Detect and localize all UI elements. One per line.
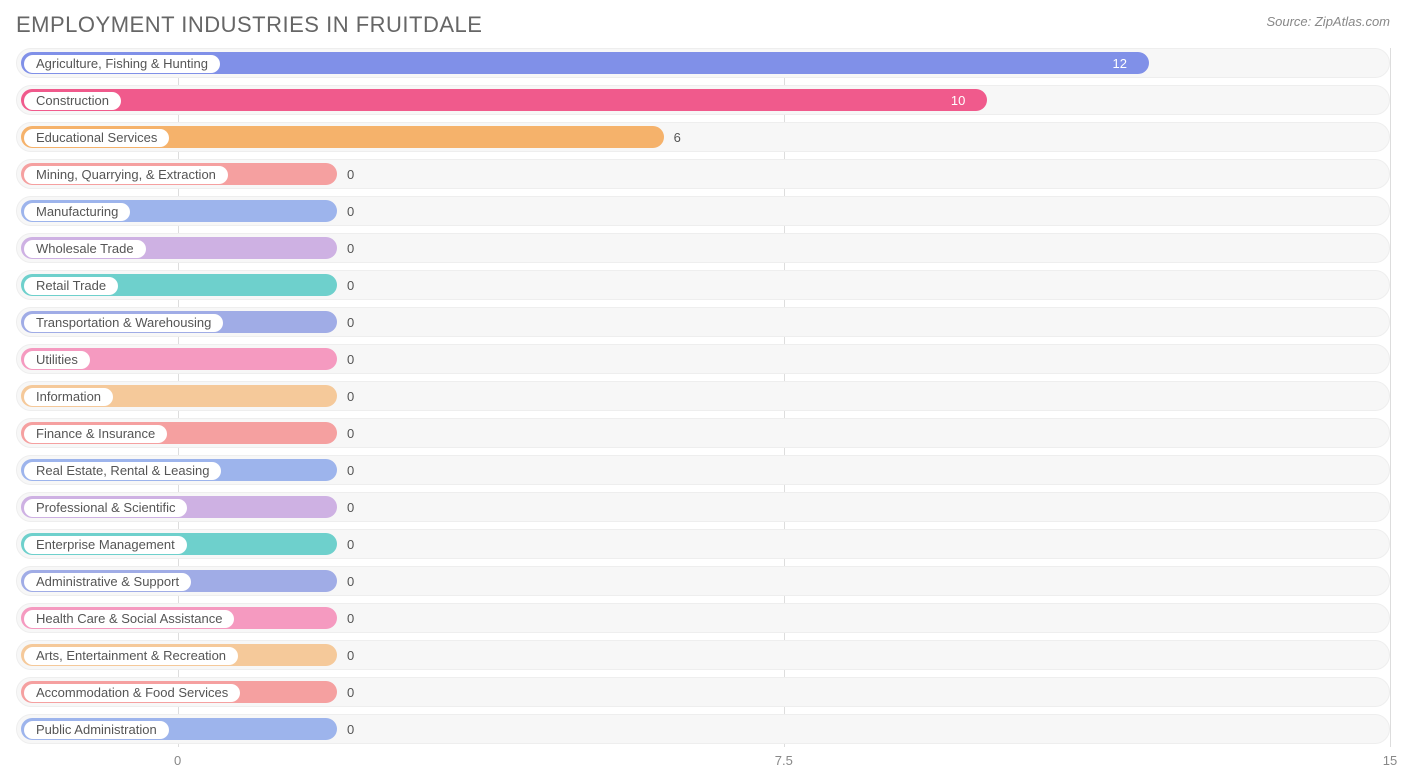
chart-header: EMPLOYMENT INDUSTRIES IN FRUITDALE Sourc…: [16, 12, 1390, 38]
bar-row: Information 0: [16, 381, 1390, 411]
x-axis: 07.515: [16, 751, 1390, 775]
bar-label: Mining, Quarrying, & Extraction: [24, 166, 228, 184]
bar-label: Finance & Insurance: [24, 425, 167, 443]
bar-label: Construction: [24, 92, 121, 110]
bar-label: Wholesale Trade: [24, 240, 146, 258]
bar-label: Health Care & Social Assistance: [24, 610, 234, 628]
bar-label: Agriculture, Fishing & Hunting: [24, 55, 220, 73]
x-tick: 15: [1383, 753, 1397, 768]
bar-row: Agriculture, Fishing & Hunting 12: [16, 48, 1390, 78]
bar-value: 0: [347, 278, 354, 293]
bar-value: 12: [1113, 56, 1127, 71]
bar-value: 0: [347, 574, 354, 589]
bar-label: Retail Trade: [24, 277, 118, 295]
bar-value: 0: [347, 611, 354, 626]
bar-value: 0: [347, 389, 354, 404]
bar-value: 0: [347, 537, 354, 552]
bar-value: 0: [347, 241, 354, 256]
bar-row: Mining, Quarrying, & Extraction 0: [16, 159, 1390, 189]
bar-label: Information: [24, 388, 113, 406]
bar-row: Educational Services 6: [16, 122, 1390, 152]
bar-value: 0: [347, 685, 354, 700]
bar-value: 0: [347, 315, 354, 330]
bar-row: Real Estate, Rental & Leasing 0: [16, 455, 1390, 485]
bar-row: Finance & Insurance 0: [16, 418, 1390, 448]
bar-label: Professional & Scientific: [24, 499, 187, 517]
bar-row: Wholesale Trade 0: [16, 233, 1390, 263]
bar-row: Construction 10: [16, 85, 1390, 115]
bar-row: Manufacturing 0: [16, 196, 1390, 226]
bar-row: Health Care & Social Assistance 0: [16, 603, 1390, 633]
bar-value: 0: [347, 352, 354, 367]
bar-label: Utilities: [24, 351, 90, 369]
bar-value: 0: [347, 463, 354, 478]
bar-value: 0: [347, 648, 354, 663]
bar-value: 0: [347, 204, 354, 219]
bar-row: Enterprise Management 0: [16, 529, 1390, 559]
chart-area: Agriculture, Fishing & Hunting 12 Construc…: [16, 48, 1390, 775]
bar-row: Administrative & Support 0: [16, 566, 1390, 596]
bar-row: Retail Trade 0: [16, 270, 1390, 300]
bar-value: 0: [347, 167, 354, 182]
bar-value: 0: [347, 426, 354, 441]
bar-label: Real Estate, Rental & Leasing: [24, 462, 221, 480]
bar-label: Administrative & Support: [24, 573, 191, 591]
bar-label: Accommodation & Food Services: [24, 684, 240, 702]
bars-container: Agriculture, Fishing & Hunting 12 Construc…: [16, 48, 1390, 744]
bar-label: Educational Services: [24, 129, 169, 147]
chart-title: EMPLOYMENT INDUSTRIES IN FRUITDALE: [16, 12, 482, 38]
bar-label: Public Administration: [24, 721, 169, 739]
bar-row: Accommodation & Food Services 0: [16, 677, 1390, 707]
x-tick: 7.5: [775, 753, 793, 768]
bar-fill: [21, 89, 987, 111]
bar-value: 6: [674, 130, 681, 145]
bar-label: Arts, Entertainment & Recreation: [24, 647, 238, 665]
bar-label: Transportation & Warehousing: [24, 314, 223, 332]
bar-row: Arts, Entertainment & Recreation 0: [16, 640, 1390, 670]
bar-value: 10: [951, 93, 965, 108]
bar-label: Enterprise Management: [24, 536, 187, 554]
bar-row: Public Administration 0: [16, 714, 1390, 744]
bar-value: 0: [347, 500, 354, 515]
bar-row: Utilities 0: [16, 344, 1390, 374]
chart-source: Source: ZipAtlas.com: [1266, 12, 1390, 29]
bar-row: Professional & Scientific 0: [16, 492, 1390, 522]
bar-row: Transportation & Warehousing 0: [16, 307, 1390, 337]
grid-line: [1390, 48, 1391, 747]
bar-value: 0: [347, 722, 354, 737]
x-tick: 0: [174, 753, 181, 768]
bar-label: Manufacturing: [24, 203, 130, 221]
